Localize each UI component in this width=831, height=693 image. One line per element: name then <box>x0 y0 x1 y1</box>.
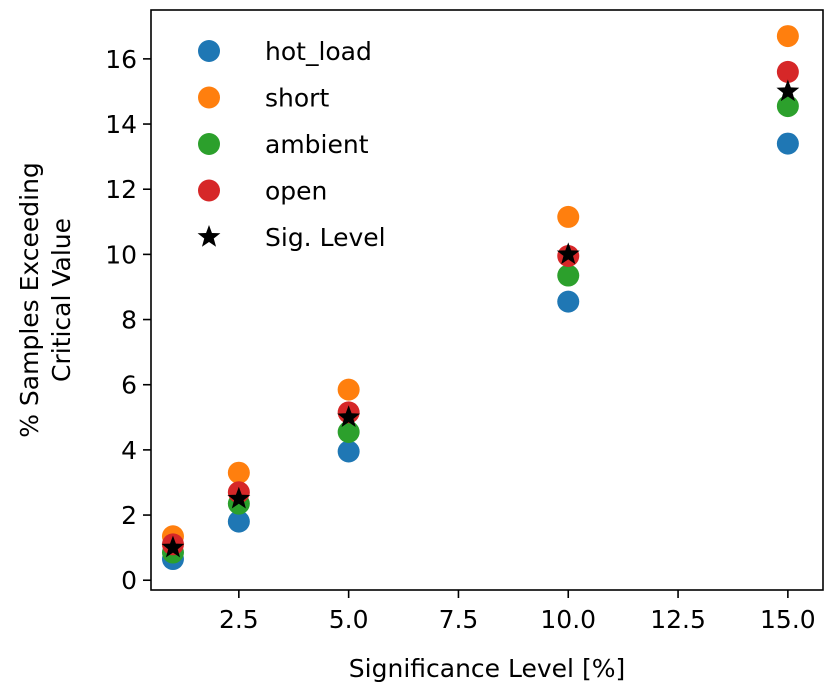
data-point <box>776 132 799 155</box>
x-tick-label: 7.5 <box>439 605 479 634</box>
legend-item: open <box>198 177 327 206</box>
series-ambient <box>161 95 799 564</box>
data-point <box>557 290 580 313</box>
data-point <box>227 510 250 533</box>
data-point <box>337 405 361 428</box>
data-point <box>337 378 360 401</box>
y-axis-title-line-2: Critical Value <box>47 218 76 382</box>
data-point <box>161 535 185 558</box>
data-point <box>227 461 250 484</box>
legend-label: Sig. Level <box>265 223 386 252</box>
y-tick-label: 10 <box>105 240 137 269</box>
y-tick-label: 12 <box>105 175 137 204</box>
legend-marker <box>198 86 220 109</box>
series-sig-level <box>161 79 800 558</box>
y-axis-title-line-1: % Samples Exceeding <box>15 162 44 438</box>
legend-marker <box>198 40 220 62</box>
y-tick-label: 4 <box>121 436 137 465</box>
ticks-layer: 2.5 5.0 7.5 10.0 12.5 15.0 0 2 4 6 8 10 12 14 16 <box>105 45 816 634</box>
y-tick-label: 16 <box>105 45 137 74</box>
x-tick-label: 12.5 <box>650 605 706 634</box>
series-hot-load <box>161 132 799 571</box>
data-point <box>557 205 580 228</box>
plot-layer <box>161 25 800 571</box>
axes-layer <box>150 9 824 591</box>
data-point <box>556 242 580 265</box>
legend-marker <box>198 179 220 202</box>
data-point <box>776 25 799 48</box>
plot-frame <box>150 9 824 591</box>
legend-item: ambient <box>198 130 369 159</box>
legend-marker <box>197 225 221 247</box>
x-tick-label: 2.5 <box>219 605 259 634</box>
data-point <box>776 95 799 118</box>
legend-label: hot_load <box>265 37 372 66</box>
data-point <box>337 440 360 463</box>
y-tick-label: 0 <box>121 566 137 595</box>
legend-item: hot_load <box>198 37 372 66</box>
legend-label: short <box>265 84 329 113</box>
y-tick-label: 8 <box>121 306 137 335</box>
legend-item: short <box>198 84 329 113</box>
data-point <box>557 264 580 287</box>
y-tick-label: 6 <box>121 371 137 400</box>
legend-label: open <box>265 177 327 206</box>
data-point <box>776 79 800 102</box>
y-tick-label: 2 <box>121 501 137 530</box>
data-point <box>776 60 799 83</box>
series-short <box>161 25 799 548</box>
x-tick-label: 10.0 <box>540 605 596 634</box>
data-point <box>337 420 360 443</box>
x-tick-label: 15.0 <box>760 605 816 634</box>
series-open <box>161 60 799 556</box>
legend-item: Sig. Level <box>197 223 386 252</box>
data-point <box>227 486 251 509</box>
legend-marker <box>198 133 220 155</box>
x-tick-label: 5.0 <box>329 605 369 634</box>
y-tick-label: 14 <box>105 110 137 139</box>
y-axis-title: % Samples Exceeding Critical Value <box>15 162 76 438</box>
legend-label: ambient <box>265 130 369 159</box>
x-axis-title: Significance Level [%] <box>349 654 625 683</box>
